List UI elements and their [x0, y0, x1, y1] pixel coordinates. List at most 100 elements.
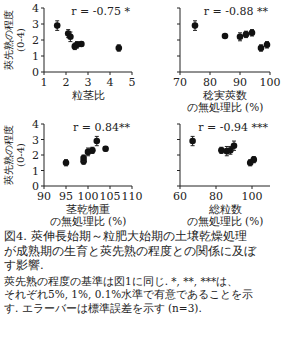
x-tick [66, 72, 67, 75]
marks [189, 136, 257, 166]
annotation: r = -0.94 *** [198, 121, 268, 134]
x-tick [88, 186, 89, 189]
x-tick [270, 72, 271, 75]
error-cap [86, 155, 90, 156]
point [237, 34, 244, 41]
x-tick-label: 100 [78, 190, 99, 203]
x-tick-label: 80 [209, 190, 223, 203]
x-tick [132, 72, 133, 75]
point [94, 138, 101, 145]
error-cap [86, 148, 90, 149]
x-label: の無処理比 (%) [187, 101, 264, 113]
x-label: 粒茎比 [72, 89, 105, 101]
error-cap [68, 32, 72, 33]
error-cap [238, 32, 242, 33]
caption-title: 図4. 莢伸長始期～粒肥大始期の土壌乾燥処理 [4, 229, 247, 243]
y-tick [41, 139, 44, 140]
annotation: r = -0.88 ** [204, 5, 269, 18]
y-tick-label: 3 [32, 18, 39, 31]
y-tick [41, 24, 44, 25]
point [249, 30, 256, 37]
error-cap [55, 30, 59, 31]
y-tick-label: 3 [32, 134, 39, 147]
error-cap [55, 20, 59, 21]
point [258, 45, 265, 52]
x-label: の無処理比 (%) [187, 215, 264, 227]
y-label: (0-4) [15, 28, 26, 52]
x-tick [252, 186, 253, 189]
x-tick [66, 186, 67, 189]
panel: 6080100総粒数の無処理比 (%)r = -0.94 *** [173, 121, 270, 227]
marks [63, 136, 109, 166]
point [74, 42, 81, 49]
x-tick-label: 90 [233, 76, 247, 89]
figure: 0123412345粒茎比莢先熟の程度(0-4)r = -0.75 *70809… [0, 0, 286, 344]
caption-title: が成熟期の生育と莢先熟の程度との関係に及ぼ [4, 244, 257, 258]
panel: 012349095100105110茎乾物重の無処理比 (%)莢先熟の程度(0-… [3, 118, 143, 227]
x-axis [180, 186, 270, 187]
y-tick [177, 155, 180, 156]
point [67, 34, 74, 41]
y-tick-label: 1 [32, 50, 39, 63]
annotation: r = -0.75 * [71, 5, 130, 18]
error-cap [95, 136, 99, 137]
y-tick [177, 56, 180, 57]
x-axis [180, 72, 270, 73]
x-tick-label: 105 [100, 190, 121, 203]
y-tick [41, 170, 44, 171]
point [189, 138, 196, 145]
y-tick-label: 4 [32, 118, 39, 131]
x-tick [110, 72, 111, 75]
point [89, 147, 96, 154]
x-tick [132, 186, 133, 189]
y-tick [41, 155, 44, 156]
point [102, 146, 109, 153]
error-cap [232, 150, 236, 151]
panel: 0123412345粒茎比莢先熟の程度(0-4)r = -0.75 * [3, 2, 136, 101]
point [243, 31, 250, 38]
error-cap [193, 20, 197, 21]
panel: 708090100稔実莢数の無処理比 (%)r = -0.88 ** [173, 5, 281, 113]
x-label: 稔実莢数 [203, 89, 247, 101]
y-tick [177, 124, 180, 125]
y-label: (0-4) [15, 143, 26, 167]
x-label: の無処理比 (%) [50, 215, 127, 227]
x-tick [240, 72, 241, 75]
y-tick [177, 40, 180, 41]
annotation: r = 0.84** [73, 121, 130, 134]
error-cap [95, 145, 99, 146]
y-label: 莢先熟の程度 [3, 10, 14, 70]
point [264, 42, 271, 49]
error-cap [225, 155, 229, 156]
x-tick [44, 186, 45, 189]
y-tick-label: 2 [32, 149, 39, 162]
x-tick-label: 3 [85, 76, 92, 89]
x-tick-label: 80 [203, 76, 217, 89]
error-cap [191, 145, 195, 146]
point [80, 155, 87, 162]
y-tick-label: 4 [32, 2, 39, 15]
x-tick-label: 100 [260, 76, 281, 89]
x-tick-label: 100 [242, 190, 263, 203]
error-cap [232, 141, 236, 142]
x-tick-label: 5 [129, 76, 136, 89]
error-cap [66, 29, 70, 30]
x-tick-label: 1 [41, 76, 48, 89]
point [63, 159, 70, 166]
caption-note: す. エラーバーは標準誤差を示す (n=3). [4, 302, 202, 315]
caption-note: それぞれ5%, 1%, 0.1%水準で有意であることを示 [4, 288, 253, 300]
point [54, 22, 61, 29]
x-tick [88, 72, 89, 75]
y-tick-label: 1 [32, 165, 39, 178]
y-tick [177, 8, 180, 9]
error-cap [225, 146, 229, 147]
y-tick [41, 124, 44, 125]
x-tick-label: 4 [107, 76, 114, 89]
point [222, 33, 229, 40]
y-tick [41, 56, 44, 57]
caption-note: 莢先熟の程度の基準は図1に同じ. *, **, ***は、 [4, 275, 238, 287]
y-tick [177, 139, 180, 140]
y-tick-label: 0 [32, 66, 39, 79]
marks [54, 21, 122, 52]
error-cap [238, 40, 242, 41]
